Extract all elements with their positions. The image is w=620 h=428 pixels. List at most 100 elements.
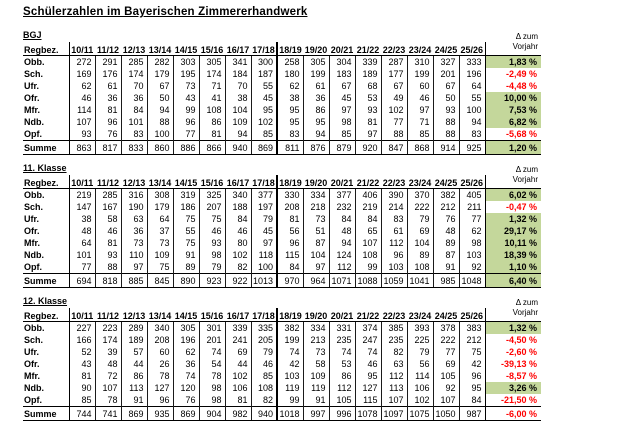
value-cell: 49	[381, 92, 408, 104]
value-cell: 75	[173, 213, 200, 225]
value-cell: 77	[459, 213, 486, 225]
value-cell: 327	[433, 55, 460, 68]
value-cell: 107	[69, 116, 96, 128]
value-cell: 997	[303, 406, 330, 421]
value-cell: 46	[225, 225, 252, 237]
value-cell: 46	[407, 92, 434, 104]
value-cell: 80	[225, 237, 252, 249]
report-page: Schülerzahlen im Bayerischen Zimmererhan…	[23, 6, 603, 428]
value-cell: 57	[121, 346, 148, 358]
value-cell: 105	[329, 394, 356, 407]
value-cell: 319	[173, 188, 200, 201]
value-cell: 67	[147, 80, 174, 92]
value-cell: 201	[433, 68, 460, 80]
value-cell: 300	[251, 55, 278, 68]
value-cell: 914	[433, 140, 460, 155]
value-cell: 42	[277, 358, 304, 370]
value-cell: 174	[95, 334, 122, 346]
delta-cell: 10,11 %	[484, 237, 541, 249]
data-table-11-klasse: Regbez. 10/11 11/12 12/13 13/14 14/15 15/16 16/…	[23, 175, 541, 288]
value-cell: 108	[199, 104, 226, 116]
value-cell: 46	[69, 92, 96, 104]
value-cell: 79	[407, 213, 434, 225]
value-cell: 174	[199, 68, 226, 80]
value-cell: 923	[199, 273, 226, 288]
delta-cell: 1,83 %	[484, 55, 541, 68]
value-cell: 92	[433, 382, 460, 394]
value-cell: 82	[381, 346, 408, 358]
value-cell: 370	[407, 188, 434, 201]
value-cell: 60	[147, 346, 174, 358]
value-cell: 104	[225, 104, 252, 116]
value-cell: 98	[199, 382, 226, 394]
value-cell: 94	[147, 104, 174, 116]
value-cell: 36	[121, 92, 148, 104]
value-cell: 235	[381, 334, 408, 346]
value-cell: 94	[225, 128, 252, 141]
column-header-25-26: 25/26	[459, 308, 485, 322]
row-label: Summe	[23, 140, 70, 155]
table-row: Ufr. 62 61 70 67 73 71 70 55 62 61 67 68 67 60 67 64 -4,4…	[23, 80, 541, 92]
value-cell: 79	[251, 346, 278, 358]
value-cell: 62	[277, 80, 304, 92]
table-block-12-klasse: 12. Klasse Δ zum Vorjahr Regbez. 10/11 11/…	[23, 295, 541, 421]
value-cell: 103	[459, 249, 486, 261]
value-cell: 95	[303, 116, 330, 128]
table-row: Ufr. 52 39 57 60 62 74 69 79 74 73 74 74 82 79 77 75 -2,6…	[23, 346, 541, 358]
value-cell: 179	[147, 68, 174, 80]
value-cell: 94	[303, 128, 330, 141]
value-cell: 219	[355, 201, 382, 213]
value-cell: 103	[277, 370, 304, 382]
value-cell: 39	[95, 346, 122, 358]
value-cell: 91	[303, 394, 330, 407]
section-label-bgj: BGJ	[23, 30, 42, 40]
value-cell: 127	[147, 382, 174, 394]
row-label: Ofr.	[23, 92, 70, 104]
value-cell: 1071	[329, 273, 356, 288]
value-cell: 106	[225, 382, 252, 394]
column-header-22-23: 22/23	[381, 42, 407, 56]
value-cell: 81	[277, 213, 304, 225]
delta-cell: 7,53 %	[484, 104, 541, 116]
value-cell: 112	[329, 261, 356, 274]
value-cell: 196	[459, 68, 486, 80]
value-cell: 77	[433, 346, 460, 358]
value-cell: 996	[329, 406, 356, 421]
value-cell: 93	[199, 237, 226, 249]
value-cell: 99	[277, 394, 304, 407]
value-cell: 64	[147, 213, 174, 225]
row-label: Ufr.	[23, 213, 70, 225]
column-header-20-21: 20/21	[329, 42, 355, 56]
delta-header-cell	[484, 175, 541, 189]
value-cell: 79	[251, 213, 278, 225]
value-cell: 73	[147, 237, 174, 249]
value-cell: 334	[303, 188, 330, 201]
value-cell: 88	[433, 128, 460, 141]
column-header-15-16: 15/16	[199, 308, 225, 322]
value-cell: 339	[225, 321, 252, 334]
value-cell: 84	[329, 213, 356, 225]
column-header-21-22: 21/22	[355, 42, 381, 56]
delta-header-line1: Δ zum	[515, 165, 538, 174]
table-row: Ofr. 46 36 36 50 43 41 38 45 38 36 45 53 49 46 50 55 10,0…	[23, 92, 541, 104]
value-cell: 85	[407, 128, 434, 141]
value-cell: 1048	[459, 273, 486, 288]
value-cell: 51	[303, 225, 330, 237]
value-cell: 119	[303, 382, 330, 394]
value-cell: 107	[381, 394, 408, 407]
table-row: Opf. 85 78 91 96 76 98 81 82 99 91 105 115 107 102 107 8…	[23, 394, 541, 407]
value-cell: 1018	[277, 406, 304, 421]
value-cell: 101	[121, 116, 148, 128]
value-cell: 53	[355, 92, 382, 104]
value-cell: 38	[69, 213, 96, 225]
value-cell: 225	[407, 334, 434, 346]
delta-header-cell	[484, 308, 541, 322]
value-cell: 46	[251, 358, 278, 370]
row-label: Obb.	[23, 188, 70, 201]
value-cell: 920	[355, 140, 382, 155]
value-cell: 199	[277, 334, 304, 346]
delta-header-line2: Vorjahr	[512, 42, 538, 51]
value-cell: 74	[199, 346, 226, 358]
value-cell: 85	[329, 128, 356, 141]
value-cell: 183	[329, 68, 356, 80]
